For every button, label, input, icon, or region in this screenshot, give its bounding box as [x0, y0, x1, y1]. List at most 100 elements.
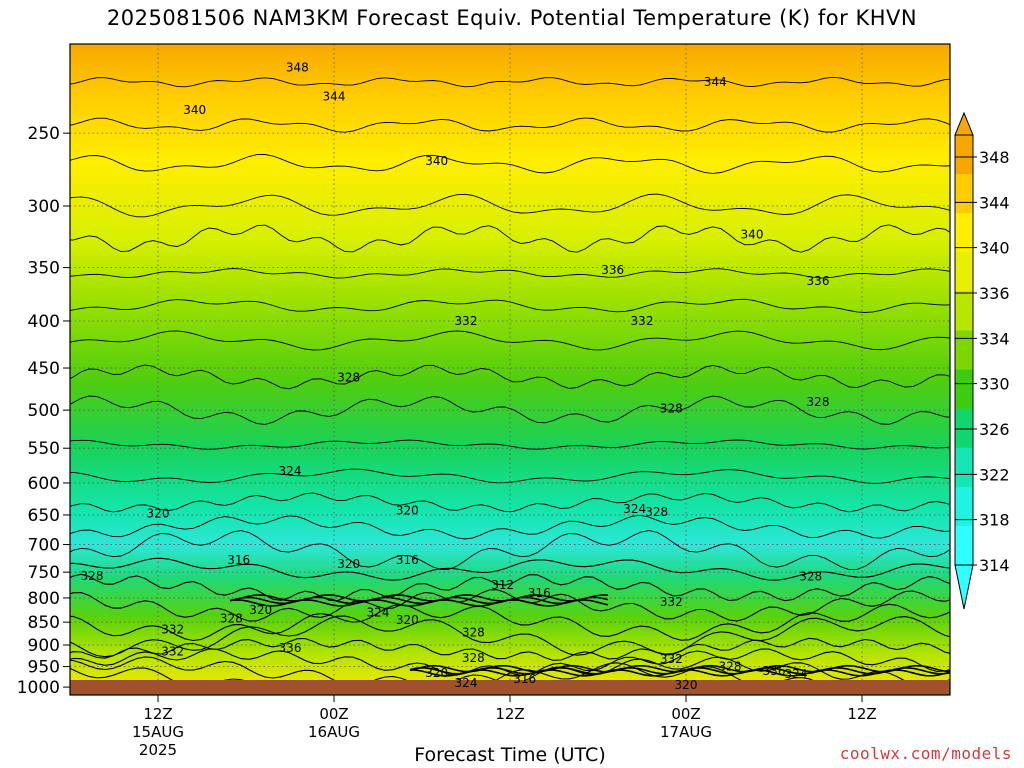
contour-label: 316: [227, 553, 250, 567]
contour-label: 324: [785, 667, 808, 681]
contour-line: [70, 395, 950, 425]
contour-line: [70, 468, 950, 484]
contour-label: 316: [528, 586, 551, 600]
y-tick-label: 950: [28, 658, 60, 678]
contour-label: 336: [807, 274, 830, 288]
contour-line: [70, 557, 950, 581]
contour-label: 328: [337, 371, 360, 385]
contour-line: [70, 76, 950, 88]
contour-label: 328: [807, 395, 830, 409]
y-tick-label: 250: [28, 124, 60, 144]
contour-label: 312: [491, 578, 514, 592]
contour-label: 320: [396, 613, 419, 627]
gridlines: [70, 44, 950, 695]
contour-label: 332: [660, 595, 683, 609]
contour-label: 328: [81, 569, 104, 583]
colorbar-label: 344: [979, 193, 1010, 212]
contour-label: 316: [513, 672, 536, 686]
colorbar-label: 314: [979, 556, 1010, 575]
contour-label: 332: [455, 314, 478, 328]
contour-label: 332: [161, 623, 184, 637]
contour-label: 320: [675, 678, 698, 692]
contour-line: [70, 573, 950, 602]
y-tick-label: 300: [28, 197, 60, 217]
colorbar-label: 318: [979, 511, 1010, 530]
contour-line: [70, 330, 950, 351]
contour-label: 316: [396, 553, 419, 567]
contour-label: 320: [147, 507, 170, 521]
colorbar-segment: [955, 447, 973, 488]
credit-text: coolwx.com/models: [839, 744, 1012, 763]
contour-label: 328: [660, 402, 683, 416]
chart-title: 2025081506 NAM3KM Forecast Equiv. Potent…: [106, 6, 918, 30]
contour-line: [70, 224, 950, 253]
y-tick-label: 1000: [17, 678, 60, 698]
colorbar-segment: [955, 213, 973, 253]
x-axis-title: Forecast Time (UTC): [414, 744, 606, 766]
colorbar-segment: [955, 330, 973, 371]
contour-line: [70, 364, 950, 390]
contour-label: 348: [286, 60, 309, 74]
x-tick-date: 17AUG: [660, 723, 712, 741]
colorbar-segment: [955, 408, 973, 449]
contour-line: [70, 589, 950, 622]
contour-label: 324: [367, 606, 390, 620]
colorbar-label: 334: [979, 329, 1010, 348]
ground-strip: [70, 680, 950, 695]
contour-label: 320: [249, 603, 272, 617]
contour-line: [70, 603, 950, 642]
contour-label: 336: [601, 263, 624, 277]
contour-label: 328: [719, 660, 742, 674]
y-tick-label: 550: [28, 439, 60, 459]
contour-label: 328: [799, 569, 822, 583]
colorbar-segment: [955, 291, 973, 331]
colorbar: 348 344 340 336 334 330 326 322 318 314: [954, 111, 1010, 610]
contour-label: 324: [279, 464, 302, 478]
contour-lines: [70, 76, 950, 695]
contour-label: 328: [645, 505, 668, 519]
contour-label: 328: [220, 611, 243, 625]
y-tick-label: 350: [28, 259, 60, 279]
contour-label: 332: [161, 645, 184, 659]
colorbar-bottom-arrow: [954, 564, 974, 610]
contour-line: [70, 530, 950, 571]
colorbar-segment: [955, 174, 973, 214]
contour-line: [70, 492, 950, 513]
y-tick-label: 750: [28, 563, 60, 583]
y-tick-label: 650: [28, 506, 60, 526]
y-tick-label: 500: [28, 401, 60, 421]
contour-label: 344: [323, 89, 346, 103]
colorbar-label: 330: [979, 375, 1010, 394]
y-tick-label: 700: [28, 536, 60, 556]
colorbar-segment: [955, 252, 973, 292]
contour-line: [409, 669, 950, 677]
colorbar-segment: [955, 369, 973, 410]
contour-label: 340: [183, 103, 206, 117]
contour-line: [70, 154, 950, 174]
contour-label: 336: [279, 641, 302, 655]
contour-label: 320: [425, 666, 448, 680]
contour-label: 324: [455, 676, 478, 690]
y-tick-label: 600: [28, 474, 60, 494]
contour-label: 328: [462, 625, 485, 639]
colorbar-label: 336: [979, 284, 1010, 303]
contour-line: [70, 193, 950, 218]
x-tick-label: 12Z: [143, 705, 172, 723]
x-tick-year: 2025: [139, 741, 177, 759]
contour-label: 340: [425, 154, 448, 168]
contour-label: 340: [741, 227, 764, 241]
colorbar-top-arrow: [954, 111, 974, 136]
contour-line: [70, 514, 950, 540]
contour-line: [70, 117, 950, 133]
contour-line: [70, 439, 950, 450]
colorbar-segment: [955, 525, 973, 566]
colorbar-segment: [955, 135, 973, 175]
contour-label: 332: [631, 314, 654, 328]
y-axis: 250 300 350 400 450 500 550 600 650 700 750 800 850 9…: [17, 124, 70, 698]
contour-label: 324: [623, 502, 646, 516]
x-tick-label: 12Z: [847, 705, 876, 723]
colorbar-label: 326: [979, 420, 1010, 439]
